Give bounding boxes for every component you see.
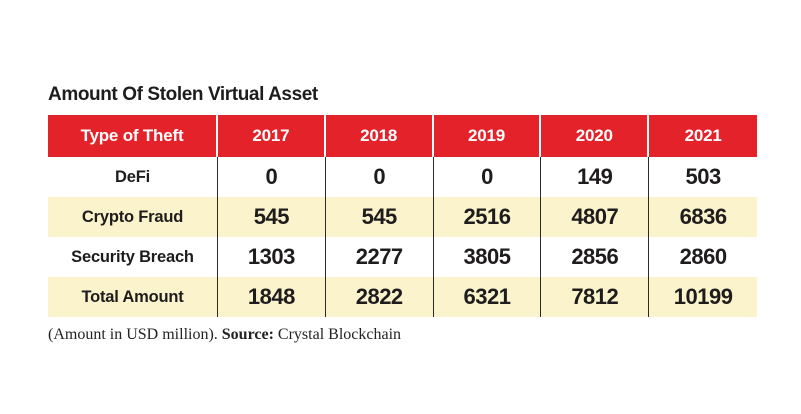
- column-header-type-of-theft: Type of Theft: [48, 115, 218, 157]
- cell-value: 6321: [433, 277, 542, 317]
- source-label: Source:: [221, 326, 274, 343]
- footnote: (Amount in USD million). Source: Crystal…: [48, 326, 757, 344]
- cell-value: 2516: [433, 197, 542, 237]
- cell-value: 2860: [679, 244, 727, 269]
- row-label: Security Breach: [48, 237, 218, 277]
- column-header-2018: 2018: [325, 115, 434, 157]
- cell-value: 0: [326, 157, 434, 197]
- table-row-defi: DeFi 0 0 0 149 503: [48, 157, 757, 197]
- column-header-2019: 2019: [433, 115, 542, 157]
- data-table: Type of Theft 2017 2018 2019 2020 2021 D…: [48, 115, 757, 317]
- cell-value: 2822: [325, 277, 434, 317]
- cell-value: 503: [685, 164, 721, 189]
- table-row-crypto-fraud: Crypto Fraud 545 545 2516 4807 6836: [48, 197, 757, 237]
- column-header-2020: 2020: [541, 115, 650, 157]
- cell-value: 0: [218, 157, 326, 197]
- cell-value: 545: [325, 197, 434, 237]
- cell-value: 7812: [541, 277, 650, 317]
- cell-value: 6836: [649, 197, 757, 237]
- cell-value: 1303: [218, 237, 326, 277]
- table-row-total-amount: Total Amount 1848 2822 6321 7812 10199: [48, 277, 757, 317]
- row-label: DeFi: [48, 157, 218, 197]
- cell-value: 3805: [434, 237, 542, 277]
- infographic-content: Amount Of Stolen Virtual Asset Type of T…: [48, 84, 757, 344]
- cell-value: 149: [541, 157, 650, 197]
- cell-value: 545: [218, 197, 326, 237]
- row-label: Crypto Fraud: [48, 197, 218, 237]
- row-label: Total Amount: [48, 277, 218, 317]
- cell-value: 2856: [541, 237, 650, 277]
- column-header-2017: 2017: [218, 115, 326, 157]
- unit-note: (Amount in USD million).: [48, 326, 218, 343]
- column-header-2021: 2021: [649, 115, 757, 157]
- cell-value: 2277: [326, 237, 434, 277]
- chart-title: Amount Of Stolen Virtual Asset: [48, 84, 318, 105]
- cell-value: 10199: [649, 277, 757, 317]
- source-name: Crystal Blockchain: [277, 326, 402, 343]
- cell-value: 1848: [218, 277, 326, 317]
- table-header-row: Type of Theft 2017 2018 2019 2020 2021: [48, 115, 757, 157]
- table-row-security-breach: Security Breach 1303 2277 3805 2856 2860: [48, 237, 757, 277]
- cell-value: 4807: [541, 197, 650, 237]
- cell-value: 0: [434, 157, 542, 197]
